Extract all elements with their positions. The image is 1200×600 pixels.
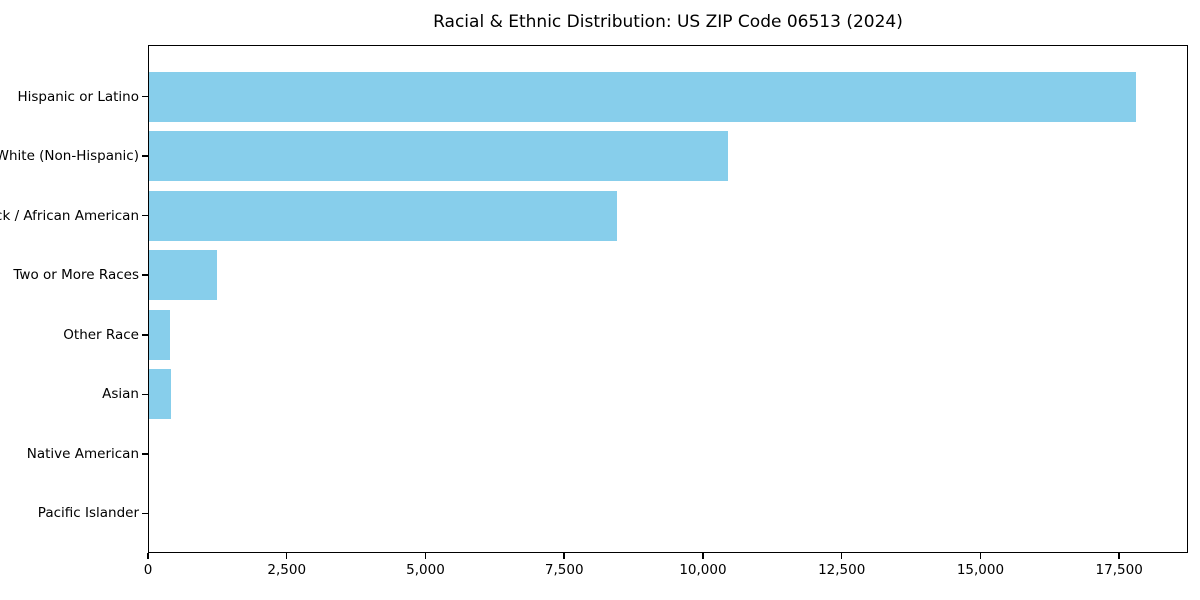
bar [149,131,728,182]
bar [149,250,218,301]
chart-title: Racial & Ethnic Distribution: US ZIP Cod… [433,12,903,32]
bar [149,369,171,420]
y-axis-category-label: White (Non-Hispanic) [0,148,139,165]
x-axis-tick [147,553,149,559]
y-axis-category-label: Hispanic or Latino [17,88,139,105]
x-axis-tick [285,553,288,559]
y-axis-tick [142,155,148,157]
y-axis-tick [142,393,148,396]
y-axis-category-label: Two or More Races [13,267,139,284]
x-axis-tick-label: 15,000 [956,562,1005,578]
x-axis-tick [702,553,704,559]
y-axis-category-label: Pacific Islander [37,505,139,522]
x-axis-tick-label: 12,500 [818,562,866,578]
x-axis-tick-label: 0 [143,562,153,578]
x-axis-tick-label: 2,500 [267,562,307,578]
x-axis-tick-label: 17,500 [1095,562,1143,578]
x-axis-tick [840,553,843,559]
bar [149,190,617,241]
x-axis-tick [424,553,427,559]
x-axis-tick [563,553,565,559]
y-axis-tick [142,453,148,455]
y-axis-category-label: Other Race [63,326,139,343]
y-axis-tick [142,334,148,336]
x-axis-tick [1118,553,1120,559]
y-axis-tick [142,95,148,98]
y-axis-category-label: Native American [26,445,139,462]
x-axis-tick-label: 10,000 [679,562,727,578]
y-axis-tick [142,512,148,515]
bar [149,309,170,360]
y-axis-category-label: Black / African American [0,207,139,224]
y-axis-tick [142,274,148,276]
x-axis-tick-label: 5,000 [406,562,445,578]
bar [149,71,1137,122]
y-axis-tick [142,214,148,217]
x-axis-tick [979,553,982,559]
x-axis-tick-label: 7,500 [544,562,584,578]
y-axis-category-label: Asian [102,386,139,403]
